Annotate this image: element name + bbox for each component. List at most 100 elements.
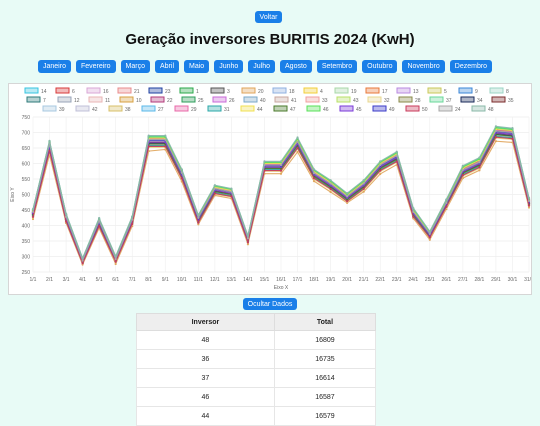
data-point xyxy=(197,221,200,224)
legend-swatch xyxy=(212,96,227,103)
legend-label: 32 xyxy=(384,98,390,104)
month-button-janeiro[interactable]: Janeiro xyxy=(38,60,71,73)
data-point xyxy=(478,161,481,164)
legend-label: 34 xyxy=(477,98,483,104)
month-button-dezembro[interactable]: Dezembro xyxy=(449,60,493,73)
data-point xyxy=(312,168,316,171)
data-point xyxy=(445,198,448,201)
data-point xyxy=(395,150,398,153)
data-point xyxy=(494,125,498,128)
table-cell: 16735 xyxy=(273,349,377,369)
month-button-agosto[interactable]: Agosto xyxy=(280,60,312,73)
legend-label: 16 xyxy=(103,89,109,95)
x-tick-label: 27/1 xyxy=(458,277,468,283)
data-point xyxy=(213,192,216,195)
x-tick-label: 22/1 xyxy=(375,277,385,283)
x-tick-label: 8/1 xyxy=(145,277,152,283)
data-point xyxy=(296,146,299,150)
data-point xyxy=(246,241,250,244)
data-point xyxy=(246,237,250,240)
back-button[interactable]: Voltar xyxy=(255,11,282,23)
legend-swatch xyxy=(240,105,255,112)
data-point xyxy=(478,156,481,159)
legend-label: 11 xyxy=(105,98,110,104)
x-tick-label: 29/1 xyxy=(491,277,501,283)
data-point xyxy=(48,149,51,152)
legend-label: 31 xyxy=(224,107,230,113)
data-point xyxy=(279,160,283,163)
legend-label: 29 xyxy=(191,107,197,113)
data-point xyxy=(213,184,216,187)
data-point xyxy=(312,172,316,175)
legend-swatch xyxy=(334,87,349,94)
data-point xyxy=(379,172,382,176)
legend-label: 27 xyxy=(158,107,164,113)
y-tick-label: 450 xyxy=(22,208,31,214)
legend-label: 24 xyxy=(455,107,461,113)
legend-swatch xyxy=(88,96,103,103)
data-point xyxy=(527,199,531,203)
month-button-fevereiro[interactable]: Fevereiro xyxy=(75,60,116,73)
data-point xyxy=(230,195,233,198)
table-header-row: Inversor Total xyxy=(136,313,377,331)
month-buttons: Janeiro Fevereiro Março Abril Maio Junho Julho… xyxy=(38,60,502,73)
legend-swatch xyxy=(210,87,225,94)
x-tick-label: 25/1 xyxy=(425,277,435,283)
data-point xyxy=(131,215,134,218)
legend-swatch xyxy=(336,96,351,103)
data-point xyxy=(379,160,382,163)
x-tick-label: 20/1 xyxy=(342,277,352,283)
legend-label: 26 xyxy=(229,98,235,104)
month-button-julho[interactable]: Julho xyxy=(248,60,276,73)
data-point xyxy=(98,225,101,228)
month-button-setembro[interactable]: Setembro xyxy=(316,60,358,73)
legend-swatch xyxy=(339,105,354,112)
legend-swatch xyxy=(489,87,504,94)
data-point xyxy=(362,190,365,193)
legend-label: 6 xyxy=(72,89,75,95)
table-cell: 48 xyxy=(136,330,275,350)
line-chart: 14 6 16 21 23 1 3 20 18 4 19 17 13 5 9 87 12 11 10 22 25 26 40… xyxy=(10,87,531,291)
data-point xyxy=(445,201,448,204)
x-tick-label: 30/1 xyxy=(508,277,518,283)
hide-data-button[interactable]: Ocultar Dados xyxy=(243,298,297,310)
legend-label: 33 xyxy=(322,98,328,104)
legend-swatch xyxy=(367,96,382,103)
y-tick-label: 700 xyxy=(22,131,31,137)
x-tick-label: 14/1 xyxy=(243,277,253,283)
table-cell: 37 xyxy=(136,368,275,388)
data-point xyxy=(246,234,250,237)
legend-label: 38 xyxy=(125,107,131,113)
data-point xyxy=(312,177,316,180)
month-button-novembro[interactable]: Novembro xyxy=(402,60,445,73)
legend-swatch xyxy=(75,105,90,112)
data-point xyxy=(81,262,84,265)
legend-label: 28 xyxy=(415,98,421,104)
month-button-maio[interactable]: Maio xyxy=(184,60,210,73)
data-point xyxy=(362,187,365,191)
data-point xyxy=(180,177,183,180)
x-tick-label: 1/1 xyxy=(30,277,37,283)
data-point xyxy=(428,236,431,239)
data-point xyxy=(511,127,514,130)
month-button-março[interactable]: Março xyxy=(120,60,150,73)
data-point xyxy=(114,257,117,261)
month-button-junho[interactable]: Junho xyxy=(214,60,244,73)
x-tick-label: 5/1 xyxy=(96,277,103,283)
legend-swatch xyxy=(150,96,165,103)
legend-swatch xyxy=(460,96,475,103)
data-point xyxy=(445,205,448,208)
data-point xyxy=(527,196,531,200)
data-point xyxy=(114,262,117,266)
legend-label: 10 xyxy=(136,98,142,104)
data-point xyxy=(114,260,117,263)
month-button-abril[interactable]: Abril xyxy=(155,60,180,73)
month-button-outubro[interactable]: Outubro xyxy=(362,60,398,73)
legend-swatch xyxy=(306,105,321,112)
legend-label: 7 xyxy=(43,98,46,104)
x-tick-label: 17/1 xyxy=(293,277,303,283)
data-point xyxy=(461,174,464,177)
legend-swatch xyxy=(119,96,134,103)
table-row: 46 16587 xyxy=(136,387,377,407)
x-tick-label: 26/1 xyxy=(441,277,451,283)
